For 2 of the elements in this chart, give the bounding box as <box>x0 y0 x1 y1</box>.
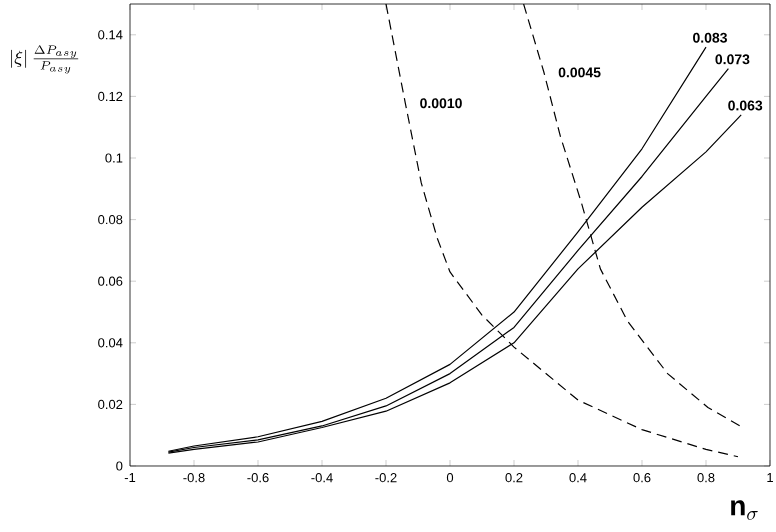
y-axis-title: $\left|\xi\right|\frac{\Delta P_{asy}}{P_{asy}}$ <box>11 45 79 74</box>
x-axis-title: $\mathbf{n_{\sigma}}$ <box>731 500 758 520</box>
